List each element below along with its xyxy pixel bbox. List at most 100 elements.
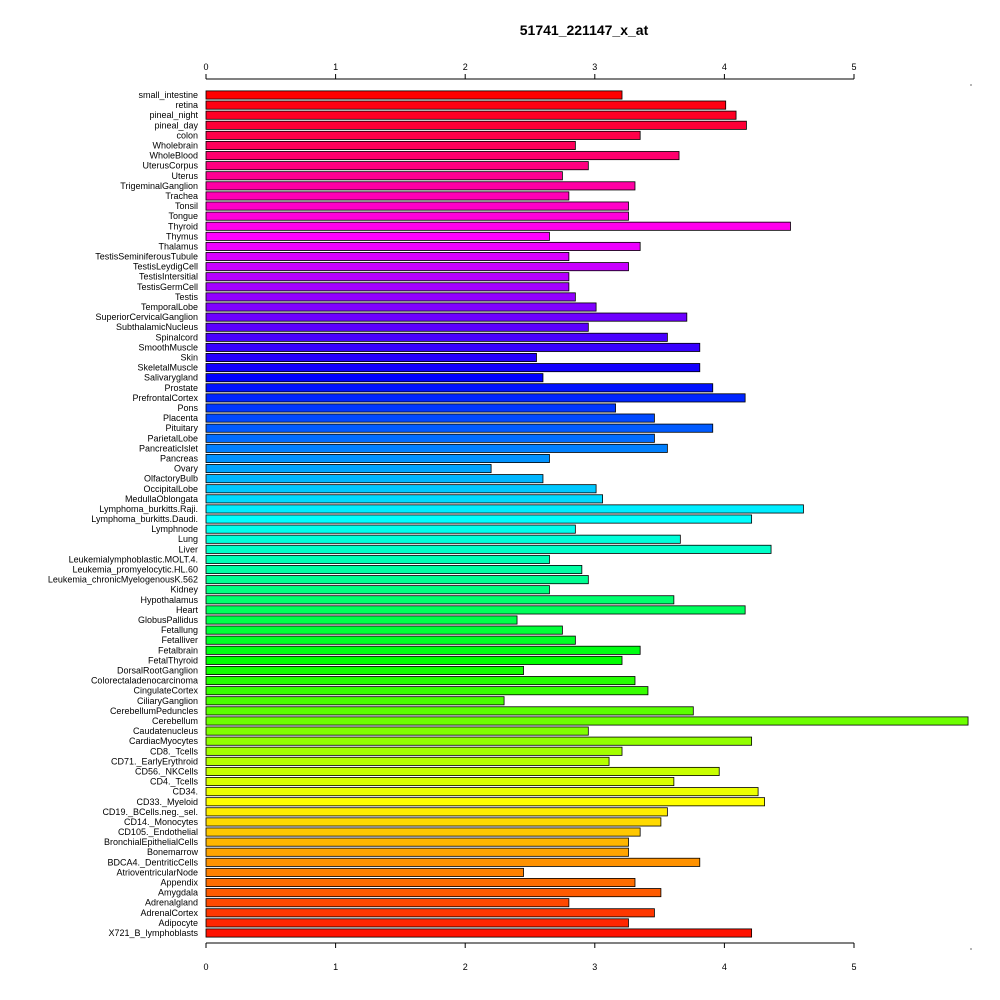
category-label: Pons bbox=[177, 403, 198, 413]
category-label: Testis bbox=[175, 292, 199, 302]
chart-title: 51741_221147_x_at bbox=[520, 22, 649, 38]
category-label: Ovary bbox=[174, 464, 199, 474]
category-label: Thymus bbox=[166, 231, 199, 241]
bottom-axis-tick-label: 2 bbox=[463, 962, 468, 972]
category-label: CD71._EarlyErythroid bbox=[111, 756, 198, 766]
bar-retina bbox=[205, 100, 727, 110]
bar-GlobusPallidus bbox=[205, 615, 518, 625]
bar-Leukemia_promyelocytic.HL.60 bbox=[205, 565, 583, 575]
bar-colon bbox=[205, 130, 641, 140]
category-label: ParietalLobe bbox=[147, 433, 198, 443]
bar-pineal_night bbox=[205, 110, 737, 120]
category-label: CD19._BCells.neg._sel. bbox=[102, 807, 198, 817]
bar-WholeBlood bbox=[205, 151, 680, 161]
category-label: Appendix bbox=[160, 878, 198, 888]
bar-CD33._Myeloid bbox=[205, 797, 765, 807]
category-label: DorsalRootGanglion bbox=[117, 665, 198, 675]
bar-Lymphoma_burkitts.Raji. bbox=[205, 504, 804, 514]
category-label: SkeletalMuscle bbox=[137, 363, 198, 373]
category-label: Spinalcord bbox=[155, 332, 198, 342]
bottom-axis-tick-label: 3 bbox=[592, 962, 597, 972]
bar-pineal_day bbox=[205, 120, 747, 130]
bar-TestisGermCell bbox=[205, 282, 570, 292]
category-label: SmoothMuscle bbox=[138, 342, 198, 352]
bar-CD56._NKCells bbox=[205, 766, 720, 776]
category-label: OlfactoryBulb bbox=[144, 474, 198, 484]
bar-Amygdala bbox=[205, 888, 662, 898]
bar-CD71._EarlyErythroid bbox=[205, 756, 610, 766]
category-label: TemporalLobe bbox=[141, 302, 198, 312]
bars-group bbox=[205, 90, 969, 938]
category-label: Lung bbox=[178, 534, 198, 544]
category-label: Liver bbox=[178, 544, 198, 554]
top-axis-tick-label: 2 bbox=[463, 62, 468, 72]
category-label: Trachea bbox=[165, 191, 198, 201]
category-label: Pituitary bbox=[165, 423, 198, 433]
bar-TestisLeydigCell bbox=[205, 262, 629, 272]
bar-Pancreas bbox=[205, 453, 550, 463]
bar-Heart bbox=[205, 605, 746, 615]
category-label: AtrioventricularNode bbox=[116, 867, 198, 877]
bar-Lymphnode bbox=[205, 524, 576, 534]
category-label: Adrenalgland bbox=[145, 898, 198, 908]
category-label: SuperiorCervicalGanglion bbox=[95, 312, 198, 322]
category-label: Uterus bbox=[171, 171, 198, 181]
bar-Tonsil bbox=[205, 201, 629, 211]
bar-SkeletalMuscle bbox=[205, 363, 701, 373]
bar-CiliaryGanglion bbox=[205, 696, 505, 706]
bar-Pituitary bbox=[205, 423, 714, 433]
bar-Pons bbox=[205, 403, 616, 413]
bar-Bonemarrow bbox=[205, 847, 629, 857]
bar-Cerebellum bbox=[205, 716, 969, 726]
category-label: Caudatenucleus bbox=[133, 726, 199, 736]
category-label: MedullaOblongata bbox=[125, 494, 198, 504]
category-label: Thalamus bbox=[158, 241, 198, 251]
category-label: AdrenalCortex bbox=[140, 908, 198, 918]
bar-Fetallung bbox=[205, 625, 563, 635]
category-label: Leukemialymphoblastic.MOLT.4. bbox=[69, 554, 198, 564]
bar-Trachea bbox=[205, 191, 570, 201]
category-label: TestisLeydigCell bbox=[133, 262, 198, 272]
category-label: Pancreas bbox=[160, 453, 199, 463]
bar-CingulateCortex bbox=[205, 686, 649, 696]
category-label: Wholebrain bbox=[152, 140, 198, 150]
bar-X721_B_lymphoblasts bbox=[205, 928, 753, 938]
bar-Wholebrain bbox=[205, 140, 576, 150]
category-label: Lymphoma_burkitts.Raji. bbox=[99, 504, 198, 514]
category-label: X721_B_lymphoblasts bbox=[108, 928, 198, 938]
bar-BDCA4._DentriticCells bbox=[205, 857, 701, 867]
bar-SuperiorCervicalGanglion bbox=[205, 312, 688, 322]
category-label: BDCA4._DentriticCells bbox=[107, 857, 198, 867]
bar-FetalThyroid bbox=[205, 655, 623, 665]
bar-AtrioventricularNode bbox=[205, 867, 524, 877]
bar-Adrenalgland bbox=[205, 898, 570, 908]
category-label: CD34. bbox=[172, 787, 198, 797]
bar-MedullaOblongata bbox=[205, 494, 603, 504]
category-label: Prostate bbox=[164, 383, 198, 393]
category-label: small_intestine bbox=[138, 90, 198, 100]
bar-TestisIntersitial bbox=[205, 272, 570, 282]
bar-Caudatenucleus bbox=[205, 726, 589, 736]
top-axis-tick-label: 5 bbox=[851, 62, 856, 72]
bar-Tongue bbox=[205, 211, 629, 221]
category-label: CD8._Tcells bbox=[150, 746, 199, 756]
top-axis-tick-label: 4 bbox=[722, 62, 727, 72]
bar-TrigeminalGanglion bbox=[205, 181, 636, 191]
category-label: Tonsil bbox=[175, 201, 198, 211]
category-label: FetalThyroid bbox=[148, 655, 198, 665]
category-label: GlobusPallidus bbox=[138, 615, 199, 625]
category-label: Tongue bbox=[168, 211, 198, 221]
category-label: TrigeminalGanglion bbox=[120, 181, 198, 191]
category-label: CiliaryGanglion bbox=[137, 696, 198, 706]
category-label: PancreaticIslet bbox=[139, 443, 199, 453]
category-label: CD33._Myeloid bbox=[136, 797, 198, 807]
bar-Ovary bbox=[205, 464, 492, 474]
bottom-x-axis: 0 1 2 3 4 5 bbox=[203, 942, 972, 972]
category-label: Fetalliver bbox=[161, 635, 198, 645]
bar-Placenta bbox=[205, 413, 655, 423]
bar-Thymus bbox=[205, 231, 550, 241]
category-label: Leukemia_promyelocytic.HL.60 bbox=[72, 565, 198, 575]
bar-Uterus bbox=[205, 171, 563, 181]
category-label: Hypothalamus bbox=[140, 595, 198, 605]
